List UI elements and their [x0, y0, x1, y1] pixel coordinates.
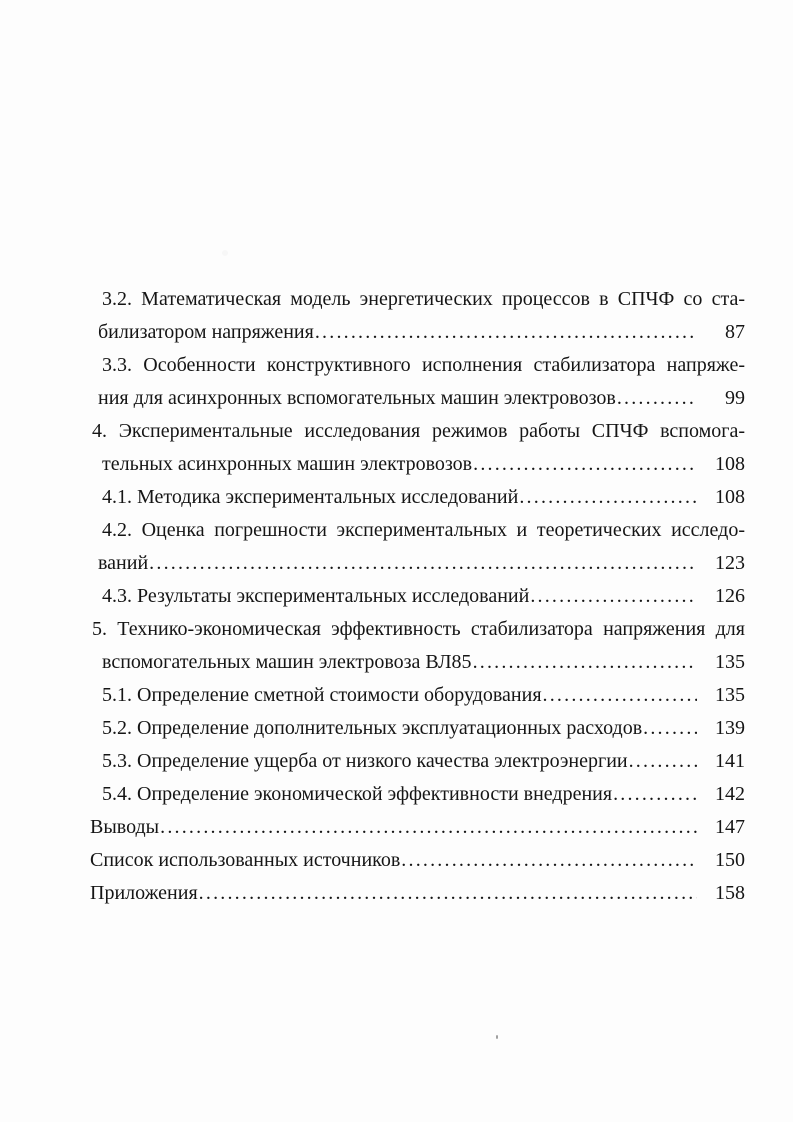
- entry-text: ния для асинхронных вспомогательных маши…: [98, 387, 616, 409]
- toc-line: ния для асинхронных вспомогательных маши…: [90, 382, 745, 415]
- page-number: 99: [725, 387, 745, 409]
- toc-line: 4.2. Оценка погрешности экспериментальны…: [90, 514, 745, 547]
- entry-text: вспомогательных машин электровоза ВЛ85: [102, 651, 472, 673]
- scan-speck: [222, 250, 228, 256]
- toc-entry: 5.3. Определение ущерба от низкого качес…: [90, 745, 745, 778]
- toc-line: вспомогательных машин электровоза ВЛ85 13…: [90, 646, 745, 679]
- entry-text: 5.3. Определение ущерба от низкого качес…: [102, 750, 628, 772]
- entry-text: 5. Технико-экономическая эффективность с…: [92, 618, 745, 640]
- scan-speck: [496, 1035, 498, 1039]
- toc-line: ваний 123: [90, 547, 745, 580]
- page-number: 158: [715, 882, 745, 904]
- toc-line: 5. Технико-экономическая эффективность с…: [90, 613, 745, 646]
- dot-leader: [530, 580, 697, 613]
- toc-line: 3.3. Особенности конструктивного исполне…: [90, 349, 745, 382]
- dot-leader: [543, 679, 697, 712]
- toc-entry: 4. Экспериментальные исследования режимо…: [90, 415, 745, 481]
- entry-text: ваний: [98, 552, 149, 574]
- dot-leader: [473, 646, 697, 679]
- dot-leader: [149, 547, 697, 580]
- dot-leader: [519, 481, 697, 514]
- toc-line: Выводы 147: [90, 811, 745, 844]
- dot-leader: [617, 382, 697, 415]
- entry-text: 5.4. Определение экономической эффективн…: [102, 783, 613, 805]
- entry-text: 4. Экспериментальные исследования режимо…: [92, 420, 745, 442]
- entry-text: тельных асинхронных машин электровозов: [102, 453, 473, 475]
- entry-text: 4.3. Результаты экспериментальных исслед…: [102, 585, 530, 607]
- toc-line: билизатором напряжения 87: [90, 316, 745, 349]
- toc-entry: Список использованных источников 150: [90, 844, 745, 877]
- toc-line: Приложения 158: [90, 877, 745, 910]
- entry-text: 3.2. Математическая модель энергетически…: [102, 288, 745, 310]
- page-number: 142: [715, 783, 745, 805]
- page-number: 108: [715, 453, 745, 475]
- toc: 3.2. Математическая модель энергетически…: [90, 283, 745, 910]
- toc-entry: 3.2. Математическая модель энергетически…: [90, 283, 745, 349]
- toc-line: 5.2. Определение дополнительных эксплуат…: [90, 712, 745, 745]
- entry-text: билизатором напряжения: [98, 321, 314, 343]
- page-number: 135: [715, 651, 745, 673]
- toc-line: 4.1. Методика экспериментальных исследов…: [90, 481, 745, 514]
- toc-line: 5.3. Определение ущерба от низкого качес…: [90, 745, 745, 778]
- page-number: 141: [715, 750, 745, 772]
- toc-entry: 5. Технико-экономическая эффективность с…: [90, 613, 745, 679]
- page-number: 147: [715, 816, 745, 838]
- toc-line: 4.3. Результаты экспериментальных исслед…: [90, 580, 745, 613]
- toc-line: 4. Экспериментальные исследования режимо…: [90, 415, 745, 448]
- dot-leader: [643, 712, 697, 745]
- toc-entry: 5.4. Определение экономической эффективн…: [90, 778, 745, 811]
- toc-line: 5.4. Определение экономической эффективн…: [90, 778, 745, 811]
- page-number: 108: [715, 486, 745, 508]
- page-number: 123: [715, 552, 745, 574]
- page-number: 135: [715, 684, 745, 706]
- toc-entry: 4.2. Оценка погрешности экспериментальны…: [90, 514, 745, 580]
- page-number: 139: [715, 717, 745, 739]
- toc-line: Список использованных источников 150: [90, 844, 745, 877]
- toc-line: 5.1. Определение сметной стоимости обору…: [90, 679, 745, 712]
- entry-text: 4.2. Оценка погрешности экспериментальны…: [102, 519, 745, 541]
- toc-line: 3.2. Математическая модель энергетически…: [90, 283, 745, 316]
- entry-text: 3.3. Особенности конструктивного исполне…: [102, 354, 745, 376]
- dot-leader: [199, 877, 697, 910]
- toc-entry: 5.2. Определение дополнительных эксплуат…: [90, 712, 745, 745]
- entry-text: 5.1. Определение сметной стоимости обору…: [102, 684, 542, 706]
- dot-leader: [629, 745, 697, 778]
- dot-leader: [315, 316, 697, 349]
- toc-line: тельных асинхронных машин электровозов 10…: [90, 448, 745, 481]
- dot-leader: [473, 448, 697, 481]
- page-number: 126: [715, 585, 745, 607]
- entry-text: 5.2. Определение дополнительных эксплуат…: [102, 717, 643, 739]
- page-number: 150: [715, 849, 745, 871]
- entry-text: 4.1. Методика экспериментальных исследов…: [102, 486, 519, 508]
- toc-entry: Приложения 158: [90, 877, 745, 910]
- entry-text: Выводы: [90, 816, 160, 838]
- toc-entry: Выводы 147: [90, 811, 745, 844]
- entry-text: Приложения: [90, 882, 198, 904]
- entry-text: Список использованных источников: [90, 849, 401, 871]
- dot-leader: [160, 811, 697, 844]
- toc-entry: 4.1. Методика экспериментальных исследов…: [90, 481, 745, 514]
- toc-entry: 5.1. Определение сметной стоимости обору…: [90, 679, 745, 712]
- dot-leader: [613, 778, 697, 811]
- toc-entry: 3.3. Особенности конструктивного исполне…: [90, 349, 745, 415]
- page-number: 87: [725, 321, 745, 343]
- dot-leader: [401, 844, 697, 877]
- toc-entry: 4.3. Результаты экспериментальных исслед…: [90, 580, 745, 613]
